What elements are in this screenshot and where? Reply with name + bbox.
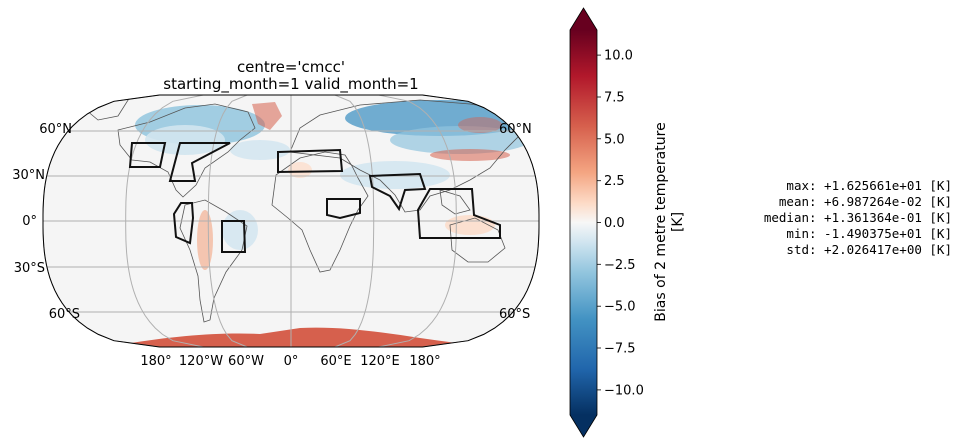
lat-label: 30°S xyxy=(14,261,45,276)
colorbar: 10.0 7.5 5.0 2.5 0.0 −2.5 −5.0 −7.5 −10.0 Bias o… xyxy=(569,7,686,438)
colorbar-label-line2: [K] xyxy=(670,212,686,232)
colorbar-label: Bias of 2 metre temperature [K] xyxy=(653,122,686,321)
latitude-labels-left: 60°N 30°N 0° 30°S 60°S xyxy=(12,122,80,322)
colorbar-tick-label: 0.0 xyxy=(604,216,625,231)
latitude-labels-right: 60°N 60°S xyxy=(499,122,532,322)
stat-mean: mean: +6.987264e-02 [K] xyxy=(778,194,952,209)
colorbar-ticks: 10.0 7.5 5.0 2.5 0.0 −2.5 −5.0 −7.5 −10.0 xyxy=(597,49,644,398)
region-boxes xyxy=(128,142,501,253)
statistics-panel: max: +1.625661e+01 [K] mean: +6.987264e-0… xyxy=(700,178,952,258)
lat-label: 30°N xyxy=(12,168,45,183)
stat-std: std: +2.026417e+00 [K] xyxy=(786,242,952,257)
colorbar-tick-label: 2.5 xyxy=(604,174,625,189)
graticule-meridian xyxy=(125,94,204,348)
globe-outline xyxy=(42,94,540,348)
region-southeast-asia xyxy=(416,188,501,239)
map-title-line2: starting_month=1 valid_month=1 xyxy=(163,75,418,94)
region-north-america-east xyxy=(168,142,231,182)
lat-label: 60°N xyxy=(499,122,532,137)
lat-label: 60°N xyxy=(39,122,72,137)
graticule-meridian xyxy=(378,94,457,348)
stat-median: median: +1.361364e-01 [K] xyxy=(763,210,952,225)
colorbar-extend-min xyxy=(570,415,597,437)
lon-label: 180° xyxy=(140,354,171,369)
stat-min: min: -1.490375e+01 [K] xyxy=(786,226,952,241)
colorbar-tick-label: −2.5 xyxy=(604,258,636,273)
lat-label: 60°S xyxy=(49,307,80,322)
lat-label: 60°S xyxy=(499,307,530,322)
lon-label: 60°W xyxy=(228,354,264,369)
lat-label: 0° xyxy=(22,214,37,229)
lon-label: 60°E xyxy=(320,354,351,369)
colorbar-gradient xyxy=(570,30,597,415)
colorbar-frame xyxy=(569,7,598,438)
region-south-asia xyxy=(368,172,427,212)
region-central-america xyxy=(172,202,195,245)
colorbar-tick-label: −7.5 xyxy=(604,342,636,357)
longitude-labels: 180° 120°W 60°W 0° 60°E 120°E 180° xyxy=(140,354,440,369)
greenland xyxy=(252,102,282,130)
lon-label: 120°W xyxy=(179,354,223,369)
map-globe xyxy=(42,94,540,348)
lon-label: 0° xyxy=(284,354,299,369)
graticule-meridian xyxy=(334,94,375,348)
region-europe-north-africa xyxy=(277,148,344,174)
graticule-meridian xyxy=(207,94,248,348)
colorbar-tick-label: 5.0 xyxy=(604,132,625,147)
lon-label: 180° xyxy=(409,354,440,369)
colorbar-tick-label: 10.0 xyxy=(604,49,633,64)
colorbar-label-line1: Bias of 2 metre temperature xyxy=(653,122,669,321)
colorbar-tick-label: 7.5 xyxy=(604,91,625,106)
colorbar-tick-label: −5.0 xyxy=(604,300,636,315)
antarctica-warm-bias xyxy=(60,327,539,347)
lon-label: 120°E xyxy=(360,354,400,369)
coastlines xyxy=(85,96,526,323)
region-south-america xyxy=(221,220,247,253)
stat-max: max: +1.625661e+01 [K] xyxy=(786,178,952,193)
region-north-america-west xyxy=(128,142,167,168)
map-title-line1: centre='cmcc' xyxy=(237,58,345,76)
colorbar-tick-label: −10.0 xyxy=(604,383,644,398)
colorbar-extend-max xyxy=(570,8,597,30)
region-west-africa xyxy=(326,198,361,220)
